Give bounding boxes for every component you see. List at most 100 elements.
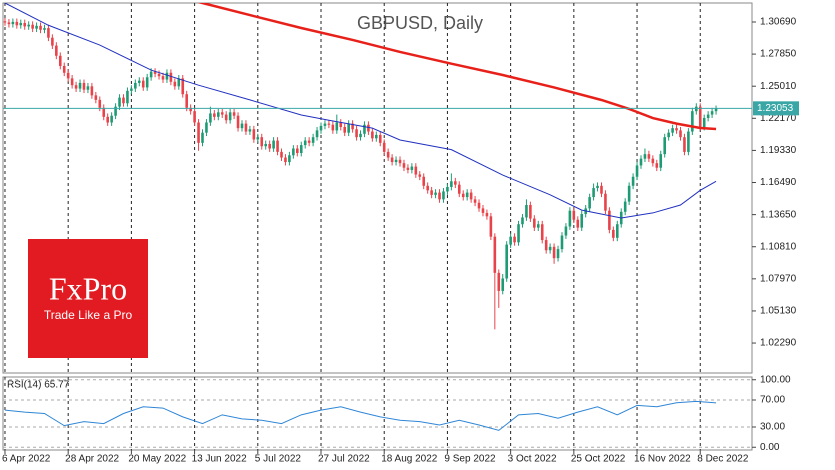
candle-body — [264, 143, 268, 147]
candle-body — [367, 124, 370, 132]
candle-body — [185, 94, 188, 108]
candle-body — [55, 45, 58, 56]
candle-body — [355, 129, 358, 138]
candle-body — [544, 240, 548, 251]
chart-title: GBPUSD, Daily — [357, 13, 483, 33]
logo-name: FxPro — [49, 270, 127, 306]
x-tick-label: 9 Sep 2022 — [444, 454, 496, 465]
candle-body — [446, 186, 449, 192]
candle-body — [540, 224, 544, 241]
logo-box — [28, 239, 148, 358]
candle-body — [351, 123, 354, 130]
candle-body — [11, 21, 15, 25]
candle-body — [169, 72, 173, 82]
candle-body — [406, 167, 410, 170]
candle-body — [126, 90, 129, 104]
y-tick-label: 1.02290 — [760, 338, 797, 349]
candle-body — [489, 216, 493, 237]
candle-body — [663, 137, 666, 155]
y-tick-label: 1.22170 — [760, 113, 797, 124]
candle-body — [465, 192, 469, 198]
candle-body — [331, 124, 335, 131]
grid — [3, 3, 752, 450]
last-price-box — [753, 101, 799, 116]
candle-body — [706, 114, 710, 118]
candle-body — [363, 124, 366, 134]
candle-body — [422, 176, 426, 186]
candle-body — [430, 190, 433, 195]
candle-body — [556, 249, 560, 259]
rsi-title: RSI(14) 65.77 — [7, 380, 70, 391]
candle-body — [78, 82, 82, 89]
candle-body — [454, 181, 457, 185]
candle-body — [256, 137, 260, 140]
candle-body — [82, 82, 86, 90]
candle-body — [62, 65, 66, 73]
candle-body — [122, 97, 125, 104]
candle-body — [276, 140, 279, 152]
candle-body — [505, 244, 508, 279]
candle-body — [513, 236, 516, 243]
candle-body — [517, 224, 520, 243]
candle-body — [691, 111, 694, 132]
last-price-label: 1.23053 — [757, 103, 794, 114]
candle-body — [51, 37, 54, 46]
x-tick-label: 28 Apr 2022 — [65, 454, 119, 465]
candle-body — [667, 132, 670, 138]
candle-body — [647, 154, 651, 159]
x-tick-label: 13 Jun 2022 — [192, 454, 247, 465]
candle-body — [3, 21, 7, 23]
y-tick-label: 1.19330 — [760, 145, 797, 156]
candle-body — [382, 142, 386, 152]
y-tick-label: 0.00 — [760, 442, 780, 453]
candle-body — [296, 148, 299, 154]
candle-body — [288, 155, 291, 163]
logo: FxPro Trade Like a Pro — [28, 239, 148, 358]
candle-body — [15, 21, 19, 26]
candle-body — [319, 125, 323, 131]
candle-body — [205, 122, 208, 133]
candle-body — [343, 127, 347, 133]
candle-body — [260, 137, 264, 147]
line — [4, 3, 717, 219]
x-tick-label: 6 Apr 2022 — [2, 454, 51, 465]
candle-body — [339, 122, 343, 128]
candle-body — [694, 106, 698, 112]
candle-body — [74, 85, 78, 89]
candle-body — [335, 122, 339, 131]
candle-body — [536, 224, 540, 228]
price-frame — [2, 2, 753, 374]
candle-body — [224, 114, 228, 121]
candle-body — [248, 129, 252, 132]
candle-body — [35, 25, 38, 29]
candle-body — [450, 181, 453, 187]
candle-body — [461, 193, 465, 198]
y-tick-label: 1.16490 — [760, 177, 797, 188]
candle-body — [141, 80, 145, 88]
candle-body — [110, 115, 113, 123]
candle-body — [118, 97, 121, 107]
candle-body — [153, 71, 157, 74]
x-tick-label: 3 Oct 2022 — [508, 454, 557, 465]
candle-body — [43, 28, 46, 30]
candle-body — [410, 166, 414, 170]
candle-body — [576, 219, 580, 228]
candle-body — [509, 236, 512, 245]
candle-body — [635, 165, 639, 177]
candle-body — [323, 123, 327, 126]
candle-body — [359, 133, 362, 138]
candle-body — [612, 229, 615, 238]
candle-body — [698, 106, 702, 128]
candle-body — [485, 212, 489, 217]
candle-body — [371, 131, 374, 139]
candle-body — [643, 154, 647, 159]
candle-body — [639, 158, 643, 166]
candle-body — [501, 278, 505, 291]
y-tick-label: 1.07970 — [760, 273, 797, 284]
candle-body — [477, 202, 481, 209]
candle-body — [130, 88, 133, 91]
candle-body — [627, 185, 631, 202]
candle-body — [315, 130, 319, 138]
y-tick-label: 100.00 — [760, 374, 791, 385]
